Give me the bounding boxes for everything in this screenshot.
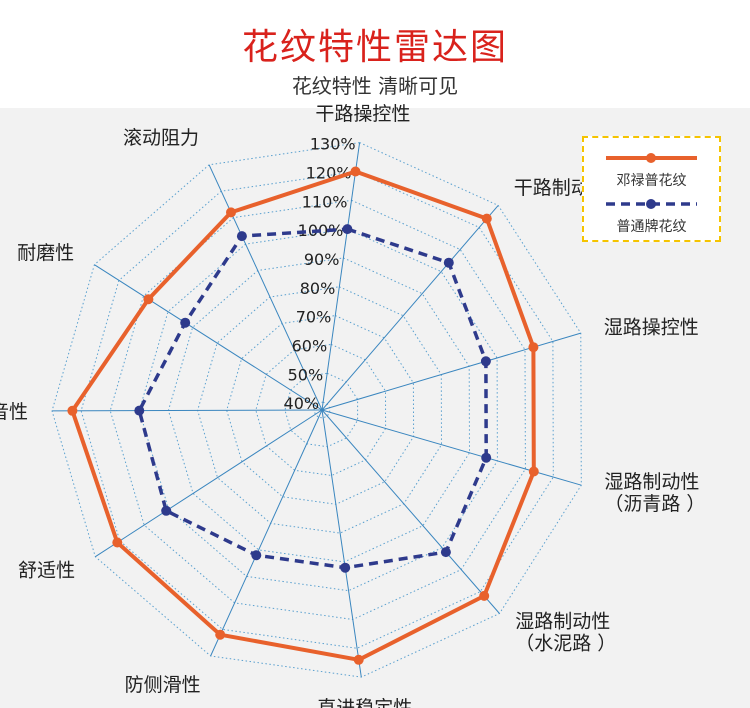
axis-spoke-6 — [210, 409, 323, 657]
axis-label-5: 直进稳定性 — [317, 697, 412, 708]
grid-ring-6 — [138, 228, 498, 592]
tick-label-4: 80% — [300, 279, 336, 298]
tick-label-2: 60% — [292, 336, 328, 355]
series-1-point-5 — [340, 562, 351, 573]
series-1-point-4 — [440, 547, 451, 558]
header: 花纹特性雷达图 花纹特性 清晰可见 — [0, 0, 750, 108]
axis-spoke-9 — [94, 264, 323, 411]
axis-spoke-2 — [321, 332, 581, 411]
series-1-point-6 — [251, 550, 262, 561]
series-0-point-7 — [112, 537, 123, 548]
axis-spoke-5 — [321, 409, 362, 678]
legend-label-series-b: 普通牌花纹 — [616, 219, 687, 235]
tick-label-7: 110% — [302, 192, 348, 211]
axis-spoke-0 — [321, 142, 361, 411]
axis-spoke-7 — [95, 409, 323, 558]
tick-label-1: 50% — [288, 365, 324, 384]
series-0-point-1 — [481, 213, 492, 224]
series-0-point-0 — [350, 166, 361, 177]
series-1-point-9 — [180, 317, 191, 328]
series-1-point-1 — [443, 257, 454, 268]
series-1-point-2 — [480, 356, 491, 367]
axis-label-10: 滚动阻力 — [123, 127, 199, 149]
axis-label-6: 防侧滑性 — [125, 674, 201, 696]
axis-label-4-line-0: 湿路制动性 — [515, 611, 610, 633]
axis-label-2: 湿路操控性 — [604, 316, 699, 338]
grid-ring-0 — [313, 401, 331, 419]
legend-swatches — [606, 153, 697, 209]
series-0-point-10 — [226, 207, 236, 218]
axis-label-4-line-1: （水泥路 ） — [515, 633, 616, 655]
legend-marker-0 — [646, 153, 656, 163]
tick-label-9: 130% — [310, 135, 356, 154]
grid-ring-4 — [197, 286, 443, 534]
series-0-point-4 — [479, 590, 490, 601]
grid-ring-7 — [109, 199, 526, 621]
axis-label-8: 静音性 — [0, 401, 28, 423]
series-0-point-3 — [528, 466, 539, 477]
series-1-point-3 — [481, 452, 492, 463]
chart-legend: 邓禄普花纹 普通牌花纹 — [582, 136, 721, 242]
tick-label-0: 40% — [284, 394, 320, 413]
tick-label-3: 70% — [296, 308, 332, 327]
legend-label-series-a: 邓禄普花纹 — [616, 173, 687, 189]
axis-label-3-line-1: （沥青路 ） — [604, 493, 705, 515]
axis-spoke-1 — [321, 205, 499, 411]
series-1-point-0 — [342, 224, 353, 235]
page-subtitle: 花纹特性 清晰可见 — [291, 74, 459, 98]
axis-spoke-8 — [51, 409, 323, 412]
axis-label-7: 舒适性 — [18, 560, 75, 582]
axis-label-0: 干路操控性 — [315, 103, 410, 125]
tick-label-5: 90% — [304, 250, 340, 269]
series-0-point-5 — [353, 654, 364, 665]
legend-marker-1 — [646, 199, 656, 209]
axis-spoke-3 — [321, 409, 582, 486]
grid-ring-8 — [80, 170, 554, 649]
grid-ring-2 — [255, 343, 387, 477]
series-0-point-8 — [67, 405, 78, 416]
series-1-point-8 — [134, 405, 145, 416]
page-title: 花纹特性雷达图 — [241, 27, 508, 68]
grid-ring-9 — [51, 142, 582, 678]
axis-label-9: 耐磨性 — [17, 242, 74, 264]
axis-label-3-line-0: 湿路制动性 — [604, 471, 699, 493]
grid-ring-5 — [167, 257, 471, 563]
axis-spoke-4 — [321, 409, 500, 614]
series-0-point-9 — [143, 294, 154, 305]
series-0-point-2 — [528, 342, 539, 353]
grid-ring-3 — [226, 315, 415, 505]
series-1-point-10 — [236, 231, 247, 242]
series-1-point-7 — [161, 505, 172, 516]
series-0-point-6 — [215, 629, 226, 640]
series-line-1 — [137, 227, 488, 570]
series-line-0 — [70, 169, 536, 662]
axis-spoke-10 — [208, 164, 323, 411]
